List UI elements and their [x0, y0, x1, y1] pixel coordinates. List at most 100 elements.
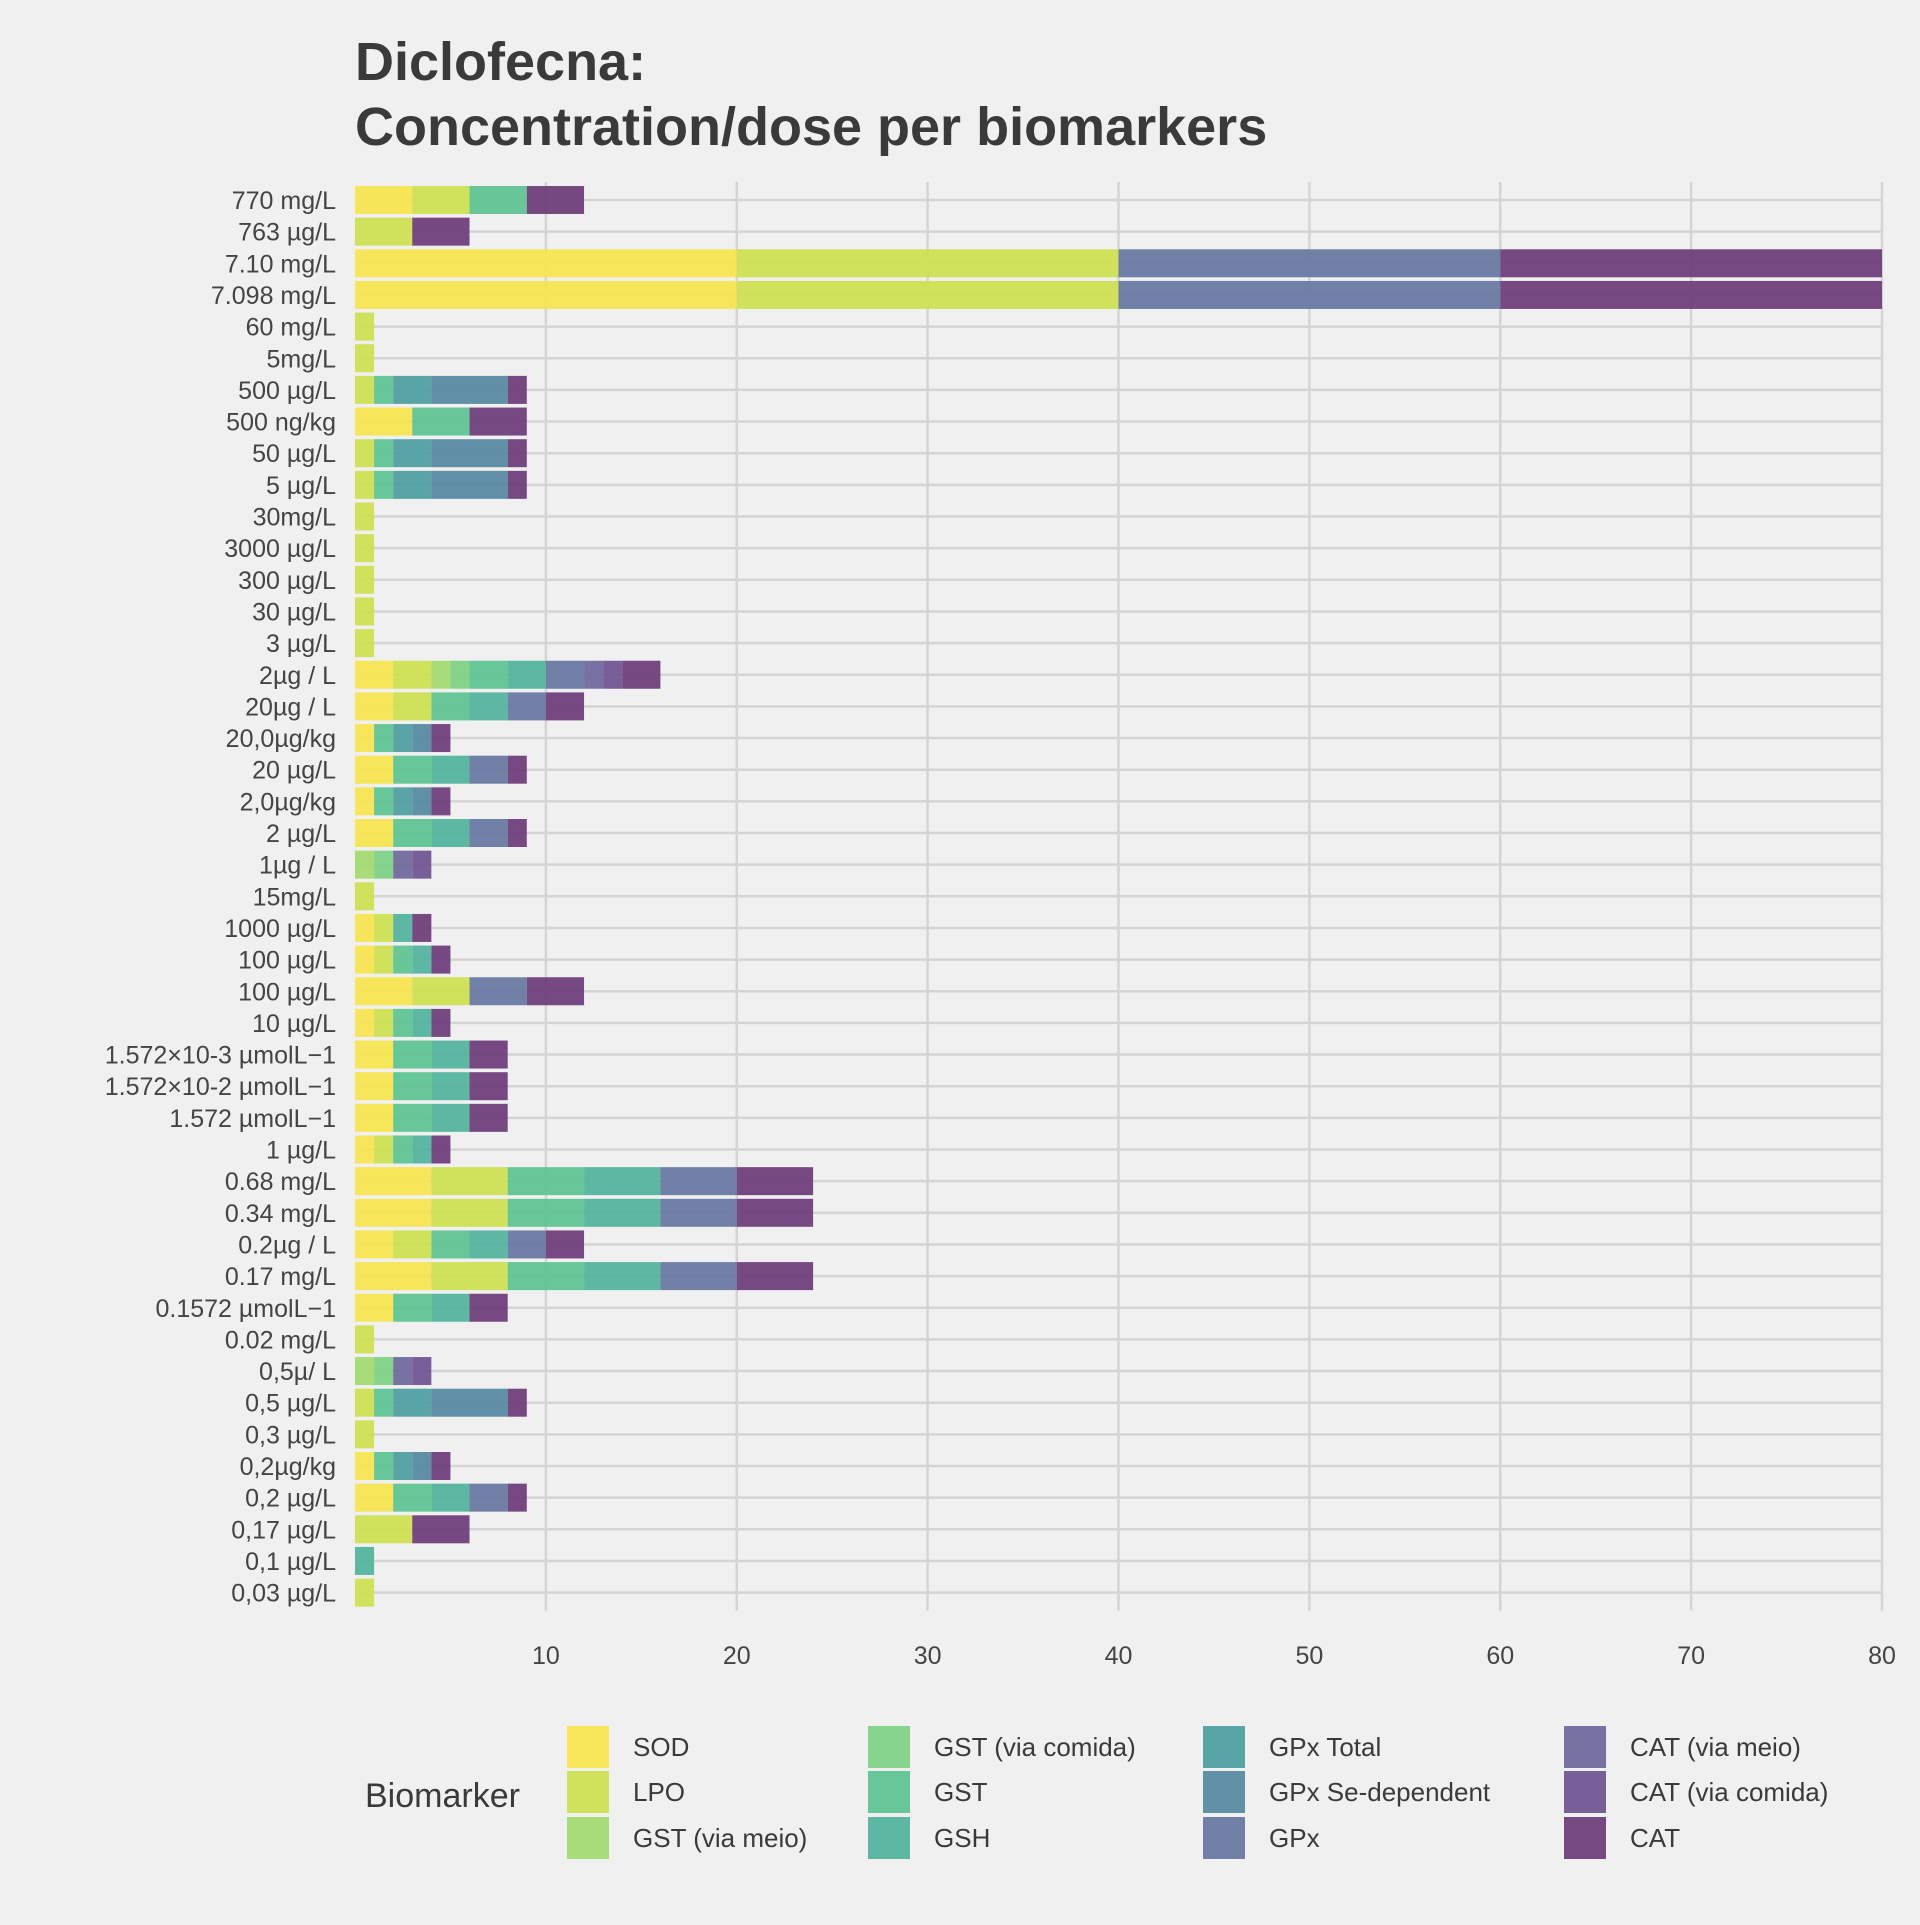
bar-segment	[431, 945, 451, 974]
bar-segment	[1118, 280, 1501, 309]
bar-segment	[469, 407, 527, 436]
y-tick-label: 0.1572 µmolL−1	[155, 1295, 336, 1323]
bar-segment	[603, 660, 623, 689]
bar-segment	[736, 1198, 814, 1227]
y-tick-label: 5mg/L	[267, 345, 337, 373]
bar-segment	[355, 375, 375, 404]
x-tick-label: 10	[532, 1642, 560, 1670]
y-tick-label: 1.572×10-3 µmolL−1	[105, 1042, 336, 1070]
bar-segment	[355, 439, 375, 468]
bar-segment	[507, 1388, 527, 1417]
y-tick-label: 15mg/L	[253, 883, 336, 911]
bar-segment	[355, 470, 375, 499]
bar-segment	[355, 1103, 394, 1132]
legend-title: Biomarker	[365, 1777, 520, 1815]
bar-segment	[374, 913, 394, 942]
bar-segment	[431, 375, 508, 404]
bar-segment	[736, 249, 1119, 278]
y-tick-label: 7.10 mg/L	[225, 250, 336, 278]
bar-segment	[374, 945, 394, 974]
y-tick-label: 20,0µg/kg	[226, 725, 336, 753]
y-tick-label: 100 µg/L	[238, 947, 336, 975]
bar-segment	[431, 1483, 470, 1512]
y-tick-label: 500 ng/kg	[226, 409, 336, 437]
bar-segment	[469, 186, 527, 214]
bar-segment	[469, 1293, 508, 1322]
bar-segment	[431, 1008, 451, 1037]
bar-segment	[355, 850, 375, 879]
bar-segment	[469, 755, 508, 784]
legend-swatch	[567, 1817, 609, 1859]
legend-swatch	[1564, 1771, 1606, 1813]
bar-segment	[355, 755, 394, 784]
bar-segment	[355, 1040, 394, 1069]
bar-segment	[431, 1167, 508, 1196]
chart-title-line-2: Concentration/dose per biomarkers	[355, 97, 1267, 157]
bar-segment	[355, 1483, 394, 1512]
bar-segment	[393, 692, 432, 721]
bar-segment	[507, 1262, 585, 1291]
legend-label: GPx Se-dependent	[1269, 1777, 1491, 1807]
bar-segment	[450, 660, 470, 689]
bar-segment	[355, 629, 375, 658]
bar-segment	[412, 407, 470, 436]
y-tick-label: 1.572×10-2 µmolL−1	[105, 1073, 336, 1101]
bar-segment	[469, 692, 508, 721]
bar-segment	[431, 819, 470, 847]
legend-swatch	[567, 1771, 609, 1813]
y-tick-label: 0,03 µg/L	[231, 1580, 336, 1608]
bar-segment	[374, 1388, 394, 1417]
bar-segment	[507, 439, 527, 468]
y-tick-label: 3000 µg/L	[224, 535, 336, 563]
bar-segment	[355, 1388, 375, 1417]
bar-segment	[622, 660, 661, 689]
bar-segment	[584, 1167, 661, 1196]
bar-segment	[393, 1008, 413, 1037]
bar-segment	[393, 819, 432, 847]
y-tick-label: 3 µg/L	[266, 630, 336, 658]
bar-segment	[355, 597, 375, 626]
legend: Biomarker SOD LPO GST (via meio) GST (via c…	[365, 1726, 1828, 1859]
bar-segment	[412, 945, 432, 974]
x-tick-label: 70	[1677, 1642, 1705, 1670]
bar-segment	[412, 1452, 432, 1480]
bar-segment	[393, 470, 432, 499]
legend-swatch	[1203, 1726, 1245, 1768]
bar-segment	[355, 1262, 432, 1291]
grid-lines	[355, 182, 1884, 1611]
bar-segment	[393, 1388, 432, 1417]
bar-segment	[355, 1546, 375, 1575]
bar-segment	[393, 755, 432, 784]
bar-segment	[507, 470, 527, 499]
bar-segment	[412, 850, 432, 879]
legend-label: SOD	[633, 1732, 689, 1762]
bar-segment	[431, 1452, 451, 1480]
legend-label: CAT	[1630, 1823, 1680, 1853]
y-tick-label: 1.572 µmolL−1	[169, 1105, 336, 1133]
bar-segment	[355, 1420, 375, 1449]
bar-segment	[374, 724, 394, 753]
bar-segment	[355, 217, 413, 246]
bar-segment	[355, 407, 413, 436]
y-tick-label: 0.2µg / L	[238, 1231, 336, 1259]
bar-segment	[1500, 280, 1882, 309]
bar-segment	[374, 1452, 394, 1480]
bar-segment	[374, 375, 394, 404]
bar-segment	[469, 660, 508, 689]
bar-segment	[355, 312, 375, 341]
bar-segment	[469, 977, 527, 1006]
y-tick-label: 763 µg/L	[238, 219, 336, 247]
bar-segment	[507, 1230, 546, 1259]
bar-segment	[412, 977, 470, 1006]
bar-segment	[355, 1578, 375, 1607]
bar-segment	[412, 913, 432, 942]
bar-segment	[355, 692, 394, 721]
legend-swatch	[868, 1726, 910, 1768]
y-tick-label: 0,5µ/ L	[259, 1358, 336, 1386]
legend-label: LPO	[633, 1777, 685, 1807]
bar-segment	[355, 186, 413, 214]
bar-segment	[393, 1103, 432, 1132]
y-tick-label: 0,1 µg/L	[245, 1548, 336, 1576]
y-tick-label: 0.68 mg/L	[225, 1168, 336, 1196]
